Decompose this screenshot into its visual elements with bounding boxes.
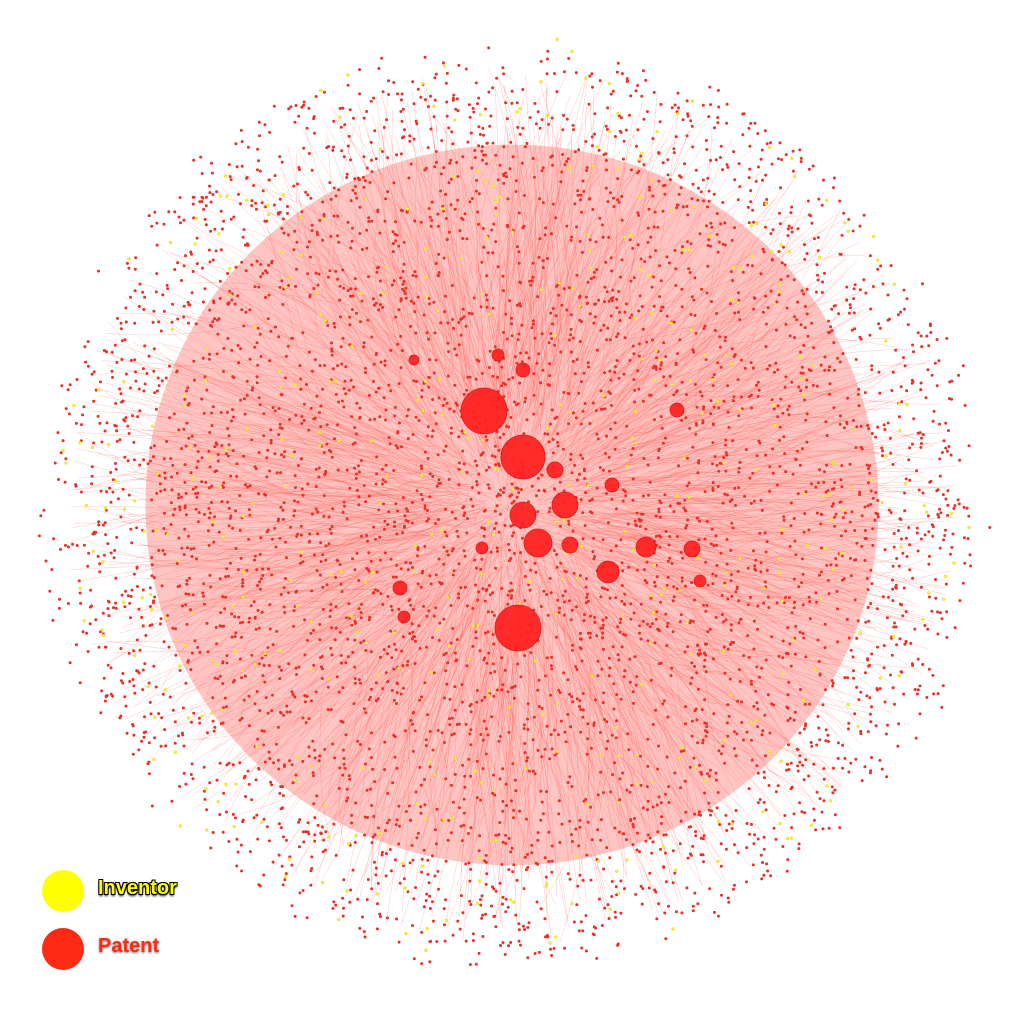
legend-item-inventor: Inventor [42, 868, 242, 912]
legend-item-patent: Patent [42, 926, 242, 970]
patent-legend-marker [42, 928, 84, 970]
patent-hub-node [551, 491, 579, 519]
network-hubs [392, 348, 707, 652]
patent-hub-node [494, 604, 542, 652]
patent-hub-node [397, 610, 411, 624]
patent-hub-node [683, 540, 701, 558]
patent-hub-node [604, 477, 620, 493]
patent-hub-node [693, 574, 707, 588]
legend: Inventor Patent [42, 868, 242, 978]
patent-legend-label: Patent [98, 935, 160, 957]
inventor-legend-marker [42, 870, 84, 912]
patent-hub-node [669, 402, 685, 418]
inventor-node-cloud [61, 37, 971, 952]
patent-hub-node [491, 348, 505, 362]
patent-node-cloud [37, 46, 992, 967]
patent-hub-node [500, 434, 546, 480]
patent-hub-node [561, 536, 579, 554]
patent-hub-node [460, 387, 508, 435]
patent-hub-node [515, 362, 531, 378]
patent-hub-node [408, 354, 420, 366]
patent-hub-node [546, 461, 564, 479]
patent-hub-node [509, 501, 537, 529]
patent-hub-node [523, 528, 553, 558]
patent-hub-node [475, 541, 489, 555]
network-nodes [37, 37, 992, 967]
patent-hub-node [596, 560, 620, 584]
inventor-legend-label: Inventor [98, 877, 177, 899]
patent-hub-node [635, 536, 657, 558]
patent-hub-node [392, 580, 408, 596]
